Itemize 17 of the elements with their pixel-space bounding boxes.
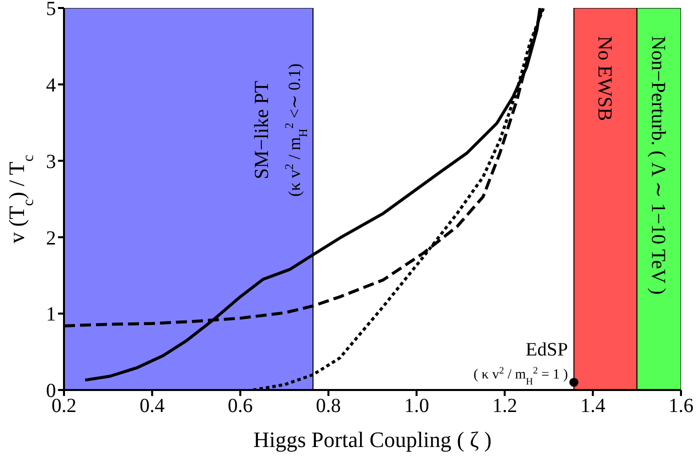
x-tick-label: 1.0 xyxy=(404,395,430,418)
y-tick-label: 1 xyxy=(46,304,56,326)
x-axis-title: Higgs Portal Coupling ( ζ ) xyxy=(253,427,492,452)
y-tick-label: 2 xyxy=(46,227,56,250)
band-label: No EWSB xyxy=(593,36,616,121)
annotation: ( κ v$^{2}$ / m$_{H}$$^{2}$ = 1 ) xyxy=(473,364,568,387)
x-tick-label: 0.8 xyxy=(316,395,341,418)
x-tick-label: 0.4 xyxy=(140,395,165,418)
x-tick-label: 1.6 xyxy=(668,395,694,418)
y-tick-label: 5 xyxy=(46,0,56,20)
band-label: Non−Perturb. ( Λ ∼ 1−10 TeV ) xyxy=(646,36,669,295)
y-tick-label: 3 xyxy=(46,150,56,173)
annotation: EdSP xyxy=(526,339,568,360)
x-tick-label: 0.6 xyxy=(228,395,253,418)
y-tick-label: 4 xyxy=(46,74,56,96)
x-tick-label: 1.2 xyxy=(492,395,518,418)
x-tick-label: 1.4 xyxy=(580,395,606,418)
